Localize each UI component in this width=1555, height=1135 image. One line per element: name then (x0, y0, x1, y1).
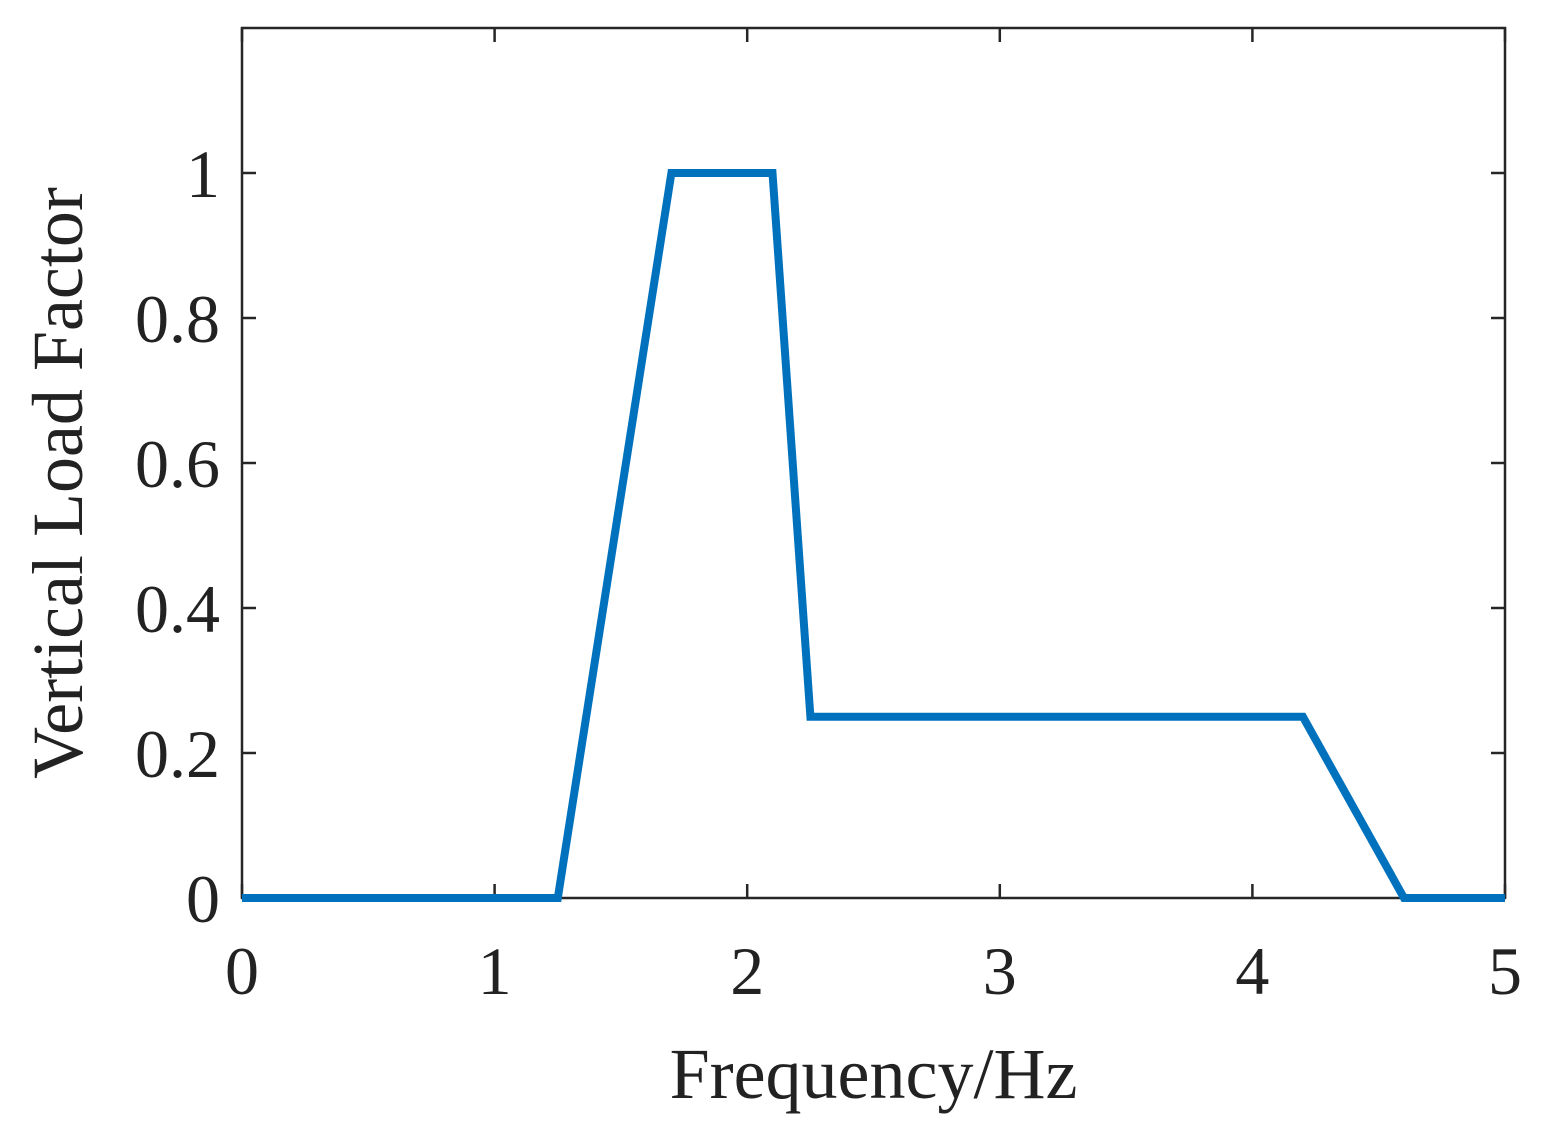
y-tick-label: 0.6 (135, 426, 220, 502)
axes-frame (240, 26, 1507, 900)
y-tick-label: 0.4 (135, 571, 220, 647)
y-tick-label: 1 (186, 136, 220, 212)
series-line (242, 169, 1505, 902)
ticks (240, 28, 1507, 900)
tick-labels: 0 1 2 3 4 5 0 0.2 0.4 0.6 0.8 1 (135, 136, 1522, 1009)
y-tick-label: 0 (186, 861, 220, 937)
y-tick-label: 0.2 (135, 716, 220, 792)
x-tick-label: 3 (983, 933, 1017, 1009)
axes-box (240, 26, 1507, 900)
y-tick-label: 0.8 (135, 281, 220, 357)
y-axis-title: Vertical Load Factor (18, 187, 98, 779)
x-axis-title: Frequency/Hz (670, 1034, 1078, 1114)
x-tick-label: 4 (1235, 933, 1269, 1009)
x-tick-label: 5 (1488, 933, 1522, 1009)
x-tick-label: 1 (478, 933, 512, 1009)
x-tick-label: 0 (225, 933, 259, 1009)
x-tick-label: 2 (730, 933, 764, 1009)
series-layer (242, 169, 1505, 902)
